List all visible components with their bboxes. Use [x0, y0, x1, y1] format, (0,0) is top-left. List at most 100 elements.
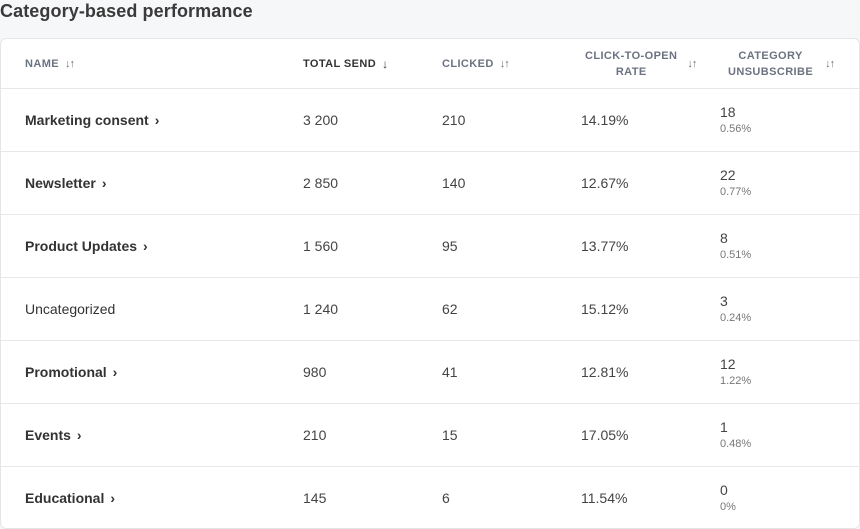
category-name-cell[interactable]: Educational ›: [25, 467, 116, 528]
unsubscribe-count: 8: [720, 230, 728, 246]
cto-value: 11.54%: [581, 490, 628, 506]
column-header-category-unsubscribe[interactable]: CATEGORY UNSUBSCRIBE ↓↑: [728, 39, 835, 88]
total-send-cell: 3 200: [303, 89, 338, 151]
clicked-cell: 6: [442, 467, 450, 528]
category-name-cell[interactable]: Marketing consent ›: [25, 89, 159, 151]
column-header-name-label: NAME: [25, 57, 59, 70]
total-send-cell: 2 850: [303, 152, 338, 214]
total-send-value: 2 850: [303, 175, 339, 191]
sort-icon[interactable]: ↓↑: [825, 57, 835, 70]
total-send-cell: 210: [303, 404, 326, 466]
unsubscribe-percent: 0.48%: [720, 438, 752, 450]
chevron-right-icon[interactable]: ›: [154, 112, 160, 128]
unsubscribe-cell: 12 1.22%: [720, 341, 751, 403]
column-header-unsubscribe-label: CATEGORY UNSUBSCRIBE: [728, 48, 813, 80]
sort-descending-icon[interactable]: ↓: [382, 56, 389, 71]
table-row: Events › 210 15 17.05% 1 0.48%: [1, 404, 859, 467]
column-header-unsub-line2: UNSUBSCRIBE: [728, 65, 814, 78]
chevron-right-icon[interactable]: ›: [112, 364, 118, 380]
table-header: NAME ↓↑ TOTAL SEND ↓ CLICKED ↓↑ CLICK-TO…: [1, 39, 859, 89]
clicked-cell: 140: [442, 152, 465, 214]
category-name-cell: Uncategorized: [25, 278, 115, 340]
clicked-value: 6: [442, 490, 450, 506]
column-header-clicked[interactable]: CLICKED ↓↑: [442, 39, 510, 88]
table-row: Product Updates › 1 560 95 13.77% 8 0.51%: [1, 215, 859, 278]
cto-cell: 15.12%: [581, 278, 628, 340]
category-name-cell[interactable]: Newsletter ›: [25, 152, 106, 214]
unsubscribe-percent: 1.22%: [720, 375, 752, 387]
cto-value: 12.81%: [581, 364, 629, 380]
category-name[interactable]: Newsletter: [25, 175, 96, 191]
clicked-value: 210: [442, 112, 466, 128]
chevron-right-icon[interactable]: ›: [143, 238, 148, 254]
category-name[interactable]: Events: [25, 427, 71, 443]
unsubscribe-cell: 0 0%: [720, 467, 736, 528]
unsubscribe-percent: 0.77%: [720, 186, 752, 198]
unsubscribe-count: 0: [720, 482, 728, 498]
unsubscribe-count: 1: [720, 419, 728, 435]
cto-value: 12.67%: [581, 175, 629, 191]
clicked-value: 140: [442, 175, 466, 191]
sort-icon[interactable]: ↓↑: [687, 57, 697, 70]
total-send-cell: 980: [303, 341, 326, 403]
chevron-right-icon[interactable]: ›: [101, 175, 107, 191]
table-row: Newsletter › 2 850 140 12.67% 22 0.77%: [1, 152, 859, 215]
unsubscribe-percent: 0.56%: [720, 123, 752, 135]
page-title: Category-based performance: [0, 1, 253, 21]
unsubscribe-cell: 3 0.24%: [720, 278, 751, 340]
category-performance-table: NAME ↓↑ TOTAL SEND ↓ CLICKED ↓↑ CLICK-TO…: [0, 38, 860, 529]
column-header-total-send-label: TOTAL SEND: [303, 57, 377, 70]
cto-cell: 14.19%: [581, 89, 628, 151]
column-header-unsub-line1: CATEGORY: [738, 49, 803, 62]
category-name-cell[interactable]: Promotional ›: [25, 341, 117, 403]
table-row: Uncategorized 1 240 62 15.12% 3 0.24%: [1, 278, 859, 341]
column-header-cto-line2: RATE: [615, 65, 647, 78]
clicked-value: 41: [442, 364, 458, 380]
table-row: Marketing consent › 3 200 210 14.19% 18 0.56%: [1, 89, 859, 152]
clicked-cell: 15: [442, 404, 458, 466]
chevron-right-icon[interactable]: ›: [76, 427, 82, 443]
unsubscribe-count: 18: [720, 104, 736, 120]
clicked-value: 95: [442, 238, 458, 254]
clicked-cell: 41: [442, 341, 458, 403]
total-send-value: 980: [303, 364, 327, 380]
cto-value: 13.77%: [581, 238, 629, 254]
cto-cell: 11.54%: [581, 467, 628, 528]
column-header-name[interactable]: NAME ↓↑: [25, 39, 75, 88]
total-send-value: 1 560: [303, 238, 339, 254]
cto-value: 17.05%: [581, 427, 629, 443]
unsubscribe-percent: 0.51%: [720, 249, 752, 261]
total-send-value: 1 240: [303, 301, 339, 317]
column-header-cto-line1: CLICK-TO-OPEN: [585, 49, 678, 62]
table-row: Promotional › 980 41 12.81% 12 1.22%: [1, 341, 859, 404]
total-send-cell: 1 560: [303, 215, 338, 277]
unsubscribe-cell: 1 0.48%: [720, 404, 751, 466]
total-send-value: 210: [303, 427, 327, 443]
total-send-cell: 1 240: [303, 278, 338, 340]
column-header-total-send[interactable]: TOTAL SEND ↓: [303, 39, 388, 88]
unsubscribe-cell: 22 0.77%: [720, 152, 751, 214]
unsubscribe-percent: 0%: [720, 501, 736, 513]
sort-icon[interactable]: ↓↑: [65, 57, 75, 70]
category-name[interactable]: Product Updates: [25, 238, 138, 254]
category-name[interactable]: Marketing consent: [25, 112, 149, 128]
chevron-right-icon[interactable]: ›: [110, 490, 116, 506]
category-name-cell[interactable]: Events ›: [25, 404, 82, 466]
column-header-clicked-label: CLICKED: [442, 57, 494, 70]
clicked-cell: 62: [442, 278, 458, 340]
cto-cell: 12.81%: [581, 341, 628, 403]
unsubscribe-count: 12: [720, 356, 736, 372]
category-name[interactable]: Promotional: [25, 364, 107, 380]
unsubscribe-percent: 0.24%: [720, 312, 752, 324]
column-header-click-to-open-rate[interactable]: CLICK-TO-OPEN RATE ↓↑: [585, 39, 697, 88]
clicked-value: 15: [442, 427, 458, 443]
cto-cell: 12.67%: [581, 152, 628, 214]
sort-icon[interactable]: ↓↑: [499, 57, 510, 70]
category-name[interactable]: Educational: [25, 490, 105, 506]
total-send-value: 3 200: [303, 112, 339, 128]
unsubscribe-cell: 18 0.56%: [720, 89, 751, 151]
unsubscribe-count: 3: [720, 293, 728, 309]
clicked-cell: 95: [442, 215, 458, 277]
category-name-cell[interactable]: Product Updates ›: [25, 215, 148, 277]
category-name: Uncategorized: [25, 301, 116, 317]
